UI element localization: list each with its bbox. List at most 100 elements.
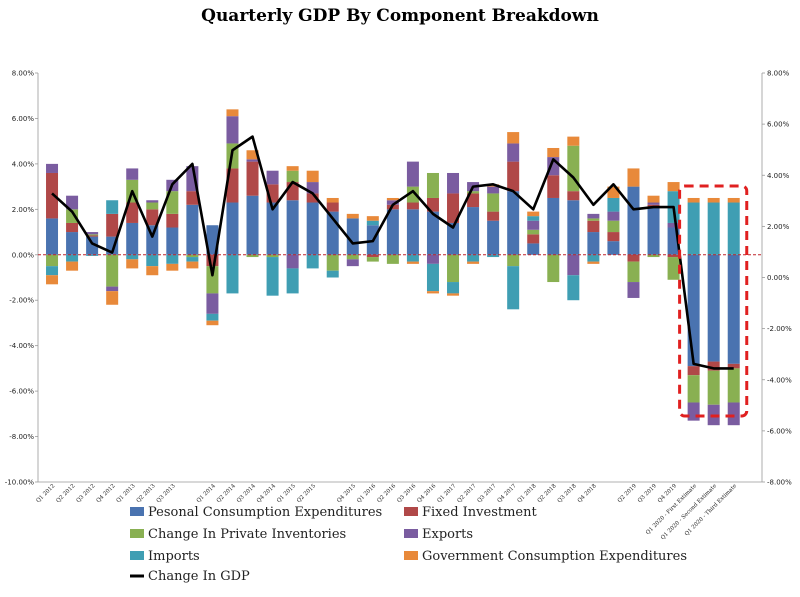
bar-segment-imports [186,257,199,262]
gdp-line [51,135,734,370]
bar-segment-fixed-investment [547,175,560,198]
bar-segment-government-consumption-expenditures [467,261,480,264]
y-tick-label: 6.00% [12,115,35,123]
bar-segment-fixed-investment [306,193,319,203]
bar-segment-imports [707,202,720,255]
bar-segment-change-in-private-inventories [667,257,680,280]
y-axis-right: 8.00% 6.00% 4.00% 2.00% 0.00% -2.00% -4.00% -6.… [762,70,792,487]
bar-segment-fixed-investment [727,363,740,369]
bar-segment-government-consumption-expenditures [246,150,259,160]
bar-segment-exports [66,195,79,210]
bar-segment-imports [587,254,600,262]
x-tick-label: Q1 2013 [116,483,137,504]
y-tick-label: -2.00% [9,297,34,305]
legend-label: Government Consumption Expenditures [422,549,687,564]
legend-label: Imports [148,549,200,564]
bar-segment-exports [226,116,239,144]
bar-segment-change-in-private-inventories [527,229,540,235]
bar-segment-pesonal-consumption-expenditures [687,254,700,367]
y2-tick-label: -6.00% [767,427,792,435]
bar-segment-imports [46,266,59,276]
bar-segment-imports [727,202,740,255]
y2-tick-label: 8.00% [767,70,790,78]
bar-segment-exports [727,402,740,426]
bar-segment-pesonal-consumption-expenditures [66,232,79,255]
bar-segment-pesonal-consumption-expenditures [487,220,500,255]
bar-segment-change-in-private-inventories [206,266,219,294]
x-tick-label: Q3 2019 [637,483,658,504]
chart-title: Quarterly GDP By Component Breakdown [201,6,599,26]
y-tick-label: -4.00% [9,342,34,350]
y-tick-label: -8.00% [9,433,34,441]
bar-segment-change-in-private-inventories [406,186,419,203]
bar-segment-change-in-private-inventories [426,172,439,198]
bar-segment-imports [406,254,419,262]
bar-segment-exports [527,220,540,230]
bar-segment-imports [527,216,540,221]
x-tick-label: Q3 2018 [557,483,578,504]
bar-segment-exports [627,282,640,298]
bar-segment-exports [346,259,359,267]
bar-segment-fixed-investment [707,361,720,371]
bar-segment-exports [406,161,419,187]
legend-swatch [130,551,144,560]
y-tick-label: -6.00% [9,388,34,396]
x-tick-label: Q4 2016 [416,483,437,504]
x-tick-label: Q2 2018 [537,483,558,504]
bar-segment-change-in-private-inventories [166,191,179,214]
bar-segment-imports [126,254,139,260]
bar-segment-government-consumption-expenditures [527,211,540,217]
gdp-line-path [51,135,734,370]
bar-segment-pesonal-consumption-expenditures [406,209,419,255]
legend-swatch [130,507,144,516]
bar-segment-exports [146,200,159,203]
x-tick-label: Q1 2012 [35,483,56,504]
x-tick-label: Q1 2015 [276,483,297,504]
bar-segment-fixed-investment [66,222,79,233]
bar-segment-government-consumption-expenditures [567,136,580,146]
bar-segment-fixed-investment [406,202,419,210]
bar-segment-exports [426,254,439,264]
bar-segment-change-in-private-inventories [46,254,59,267]
bar-segment-pesonal-consumption-expenditures [647,207,660,255]
x-tick-label: Q2 2015 [296,483,317,504]
bar-segment-fixed-investment [426,197,439,212]
bar-segment-pesonal-consumption-expenditures [727,254,740,364]
bar-segment-government-consumption-expenditures [647,195,660,203]
bar-segment-change-in-private-inventories [146,202,159,210]
x-tick-label: Q3 2016 [396,483,417,504]
bar-segment-exports [487,186,500,194]
bar-segment-change-in-private-inventories [727,368,740,403]
bar-segment-fixed-investment [366,254,379,258]
bar-segment-pesonal-consumption-expenditures [547,197,560,255]
y2-tick-label: -2.00% [767,325,792,333]
bar-segment-change-in-private-inventories [86,234,99,236]
y-tick-label: 8.00% [12,70,35,78]
bar-segment-government-consumption-expenditures [707,197,720,203]
legend-swatch [130,529,144,538]
bar-segment-exports [667,222,680,228]
bar-segment-imports [66,254,79,262]
bar-segment-government-consumption-expenditures [326,197,339,203]
bar-segment-change-in-private-inventories [547,254,560,283]
bar-segment-government-consumption-expenditures [186,261,199,269]
bar-segment-exports [286,254,299,269]
bar-segment-pesonal-consumption-expenditures [206,225,219,255]
bar-segment-imports [487,254,500,258]
x-tick-label: Q4 2012 [96,483,117,504]
bar-segment-change-in-private-inventories [326,254,339,271]
bar-segment-exports [567,254,580,276]
bar-segment-pesonal-consumption-expenditures [186,204,199,255]
bar-segment-pesonal-consumption-expenditures [246,195,259,255]
y2-tick-label: 0.00% [767,274,790,282]
bar-segment-fixed-investment [527,234,540,244]
bar-segment-fixed-investment [627,254,640,262]
bar-segment-exports [46,163,59,173]
bar-segment-imports [106,200,119,214]
bar-segment-fixed-investment [166,213,179,228]
bar-segment-imports [266,257,279,296]
bar-segment-change-in-private-inventories [587,218,600,221]
x-tick-label: Q1 2014 [196,483,217,504]
x-tick-label: Q1 2016 [356,483,377,504]
